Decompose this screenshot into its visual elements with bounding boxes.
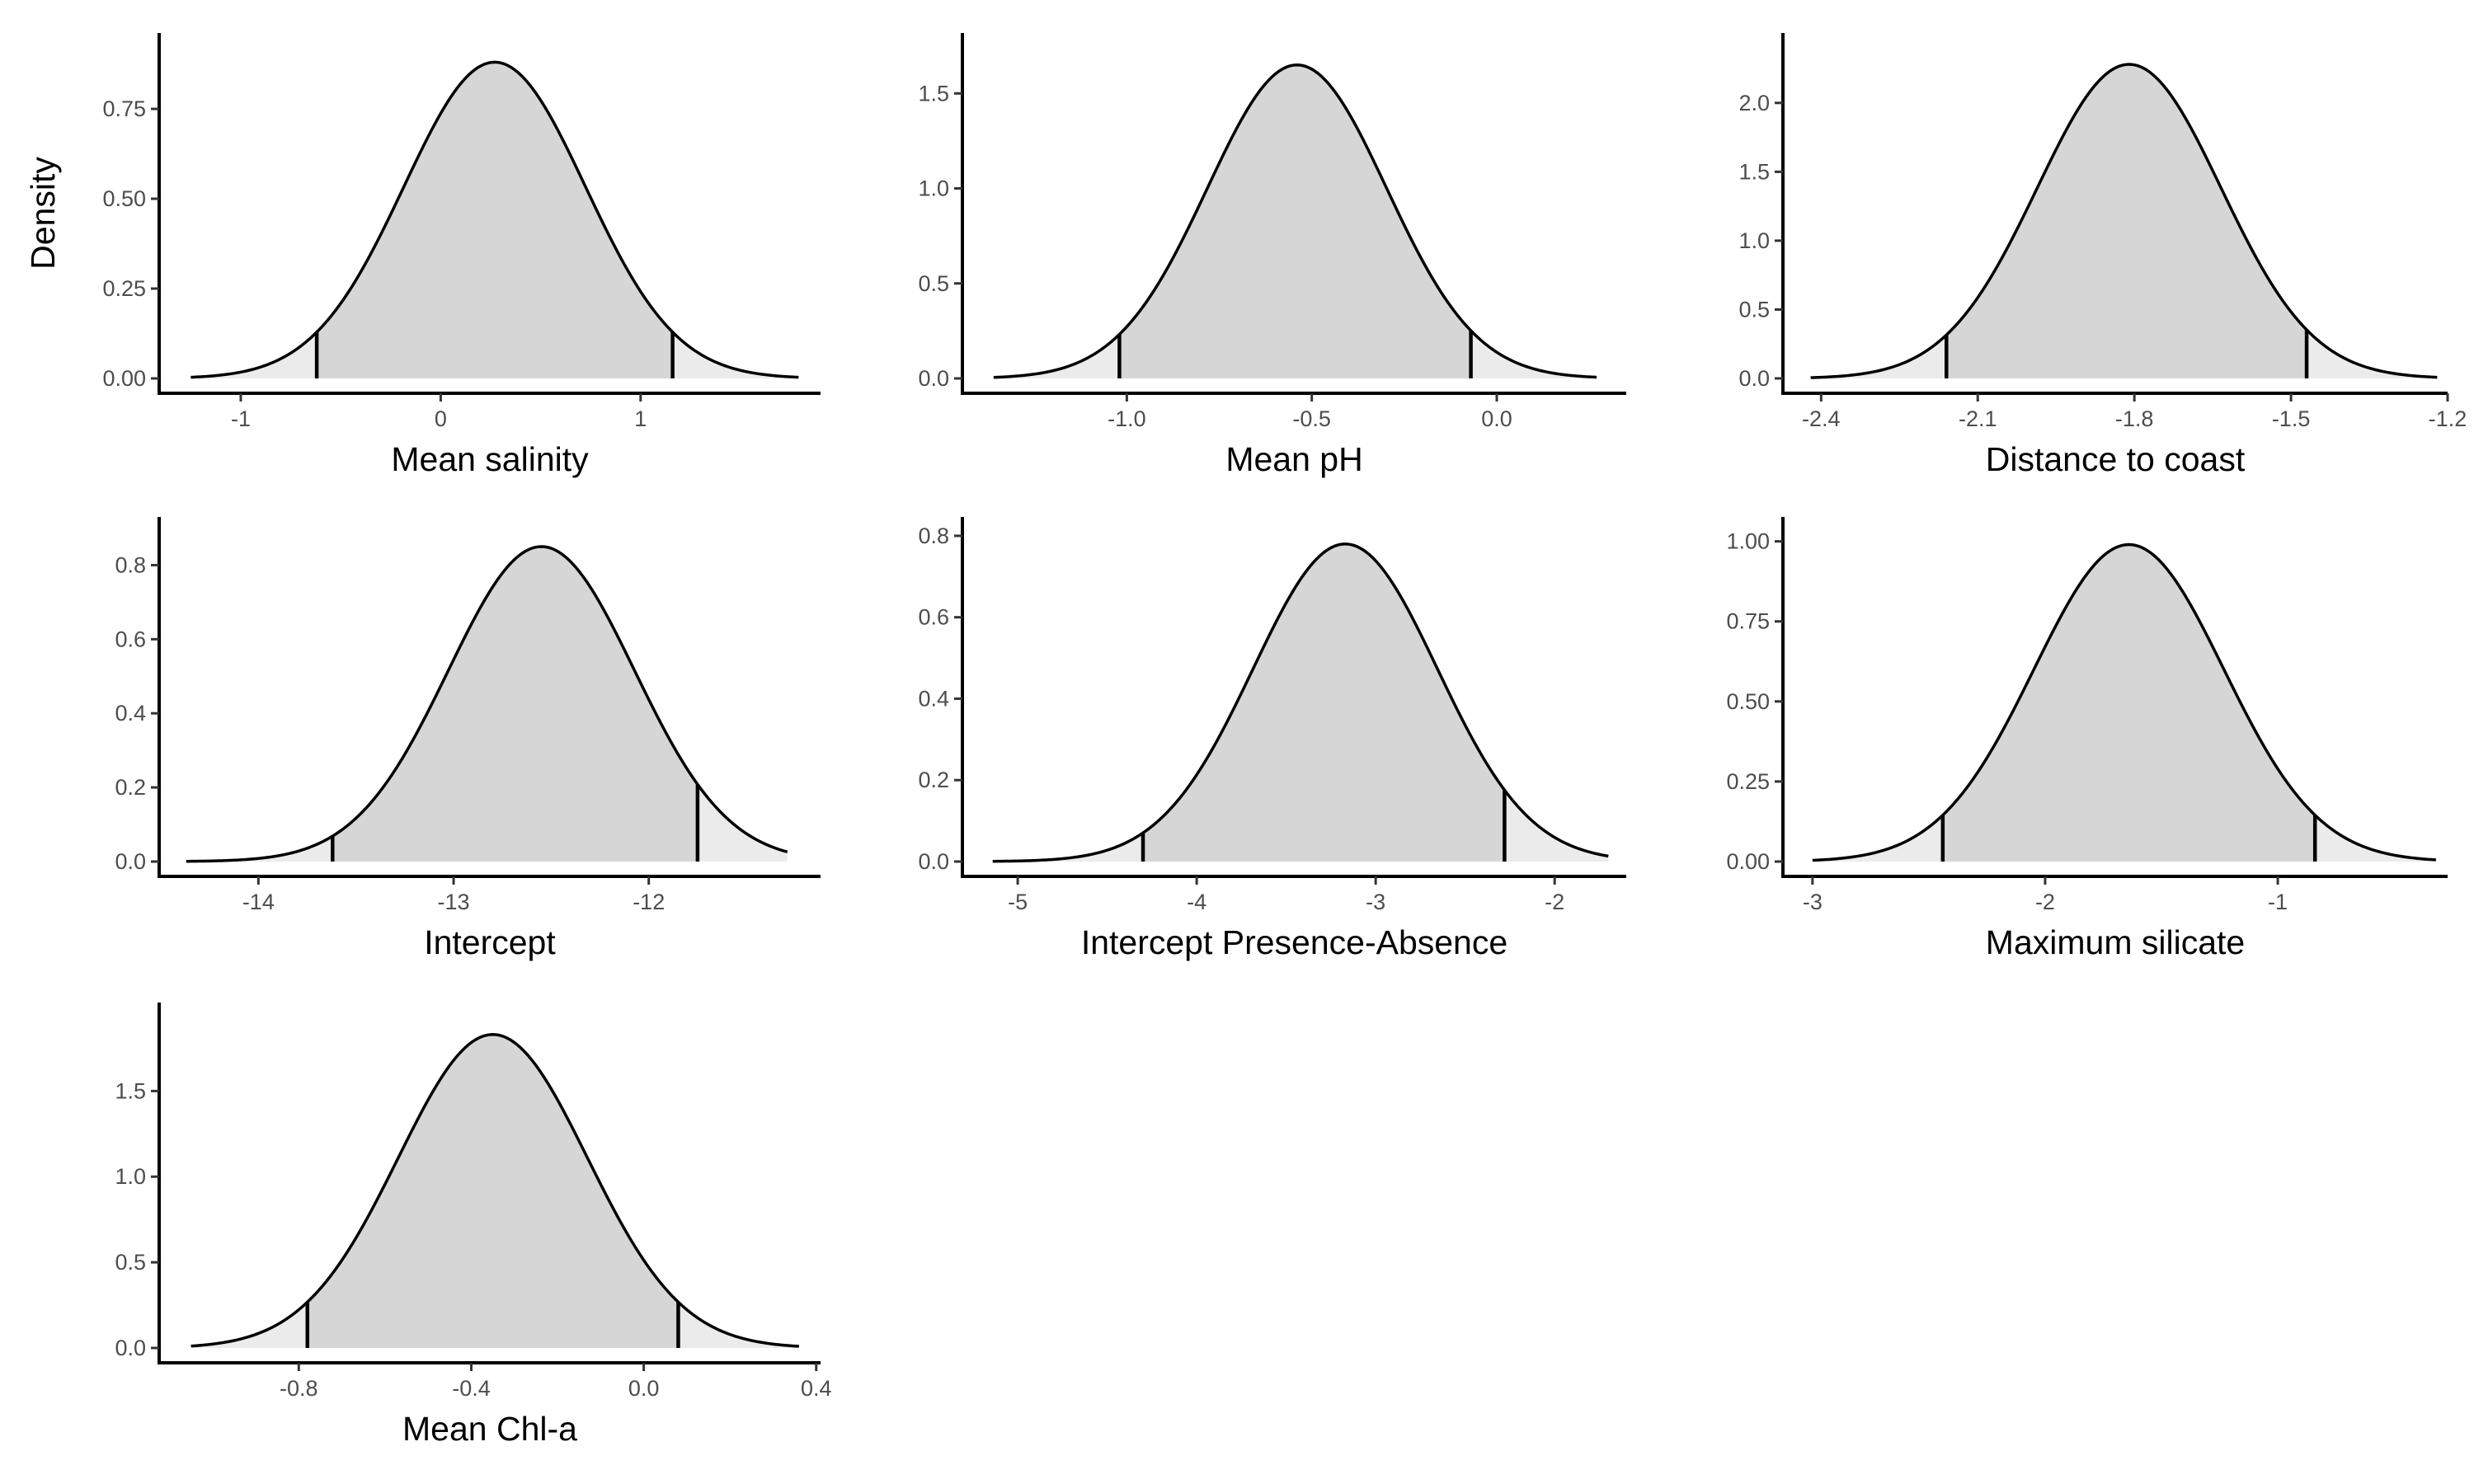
x-axis-title: Intercept [424, 923, 556, 961]
x-tick-label: -14 [242, 890, 275, 914]
panel-mean-ph: 0.0 0.5 1.0 1.5 -1.0 -0.5 0.0 Mean pH [918, 33, 1626, 478]
y-tick-label: 0.75 [1726, 609, 1770, 634]
x-tick-label: -0.8 [280, 1376, 318, 1401]
panel-intercept-presence-absence: 0.0 0.2 0.4 0.6 0.8 -5 -4 -3 -2 Intercept Presenc… [918, 517, 1626, 961]
y-tick-label: 0.5 [115, 1250, 146, 1275]
x-tick-label: 0.0 [628, 1376, 660, 1401]
x-tick-label: -2 [1545, 890, 1564, 914]
density-curve [1810, 63, 2438, 379]
y-tick-label: 1.0 [918, 176, 949, 201]
y-tick-label: 0.4 [115, 701, 146, 726]
x-tick-label: -0.5 [1292, 406, 1331, 431]
density-curve [993, 63, 1597, 379]
x-tick-label: 0 [435, 406, 447, 431]
density-curve [190, 60, 799, 379]
y-tick-label: 0.6 [115, 627, 146, 651]
y-tick-label: 0.2 [115, 775, 146, 800]
panel-intercept: 0.0 0.2 0.4 0.6 0.8 -14 -13 -12 Intercept [115, 517, 821, 961]
x-tick-label: -2.4 [1802, 406, 1841, 431]
y-tick-label: 0.8 [115, 552, 146, 577]
credible-interval-area [307, 1034, 679, 1348]
x-tick-label: -13 [438, 890, 470, 914]
panel-distance-to-coast: 0.0 0.5 1.0 1.5 2.0 -2.4 -2.1 -1.8 -1.5 -1.2 Dista… [1738, 33, 2467, 478]
y-tick-label: 1.00 [1726, 529, 1770, 554]
y-tick-label: 0.5 [1738, 297, 1770, 322]
y-tick-label: 0.4 [918, 686, 949, 711]
y-tick-label: 0.6 [918, 605, 949, 630]
credible-interval-area [332, 546, 698, 862]
x-tick-label: -5 [1008, 890, 1028, 914]
y-tick-label: 0.25 [102, 276, 146, 301]
x-tick-label: -2 [2035, 890, 2055, 914]
x-tick-label: -2.1 [1959, 406, 1997, 431]
credible-interval-area [1946, 64, 2307, 379]
y-tick-label: 0.50 [1726, 689, 1770, 714]
x-tick-label: 1 [634, 406, 647, 431]
y-tick-label: 1.0 [115, 1164, 146, 1189]
x-axis-title: Maximum silicate [1986, 923, 2245, 961]
x-axis-title: Mean salinity [391, 440, 589, 478]
credible-interval-area [1942, 544, 2316, 862]
x-tick-label: -3 [1803, 890, 1823, 914]
y-axis-title: Density [24, 157, 62, 270]
panel-maximum-silicate: 0.00 0.25 0.50 0.75 1.00 -3 -2 -1 Maximum silica… [1726, 517, 2448, 961]
x-tick-label: -1.5 [2272, 406, 2311, 431]
x-axis-title: Intercept Presence-Absence [1081, 923, 1507, 961]
credible-interval-area [1119, 64, 1471, 378]
panel-mean-salinity: 0.00 0.25 0.50 0.75 -1 0 1 Mean salinity Density [24, 33, 821, 478]
x-tick-label: -1.2 [2429, 406, 2467, 431]
x-tick-label: -3 [1366, 890, 1385, 914]
credible-interval-area [1143, 543, 1505, 862]
x-tick-label: -0.4 [452, 1376, 491, 1401]
x-tick-label: -12 [633, 890, 665, 914]
x-tick-label: 0.4 [801, 1376, 832, 1401]
x-axis-title: Distance to coast [1986, 440, 2246, 478]
y-tick-label: 0.75 [102, 96, 146, 121]
y-tick-label: 1.5 [1738, 159, 1770, 184]
y-tick-label: 0.00 [1726, 849, 1770, 874]
panel-mean-chl-a: 0.0 0.5 1.0 1.5 -0.8 -0.4 0.0 0.4 Mean Chl-a [115, 1003, 832, 1448]
y-tick-label: 0.0 [1738, 366, 1770, 391]
y-tick-label: 0.50 [102, 186, 146, 211]
density-curve [190, 1033, 799, 1348]
credible-interval-area [317, 62, 673, 379]
y-tick-label: 0.25 [1726, 769, 1770, 794]
y-tick-label: 0.5 [918, 271, 949, 296]
y-tick-label: 1.0 [1738, 228, 1770, 253]
y-tick-label: 0.0 [115, 849, 146, 874]
density-curve [186, 545, 788, 863]
x-axis-title: Mean pH [1225, 440, 1362, 478]
x-tick-label: -4 [1187, 890, 1206, 914]
x-axis-title: Mean Chl-a [402, 1410, 577, 1448]
y-tick-label: 2.0 [1738, 91, 1770, 115]
y-tick-label: 0.00 [102, 366, 146, 391]
x-tick-label: -1 [231, 406, 251, 431]
y-tick-label: 1.5 [918, 81, 949, 106]
density-curve [1812, 542, 2436, 862]
y-tick-label: 1.5 [115, 1078, 146, 1103]
y-tick-label: 0.2 [918, 768, 949, 792]
x-tick-label: -1 [2268, 890, 2288, 914]
x-tick-label: -1.0 [1108, 406, 1146, 431]
y-tick-label: 0.0 [115, 1336, 146, 1360]
x-tick-label: 0.0 [1481, 406, 1512, 431]
y-tick-label: 0.0 [918, 849, 949, 874]
y-tick-label: 0.0 [918, 366, 949, 391]
y-tick-label: 0.8 [918, 524, 949, 548]
x-tick-label: -1.8 [2115, 406, 2154, 431]
